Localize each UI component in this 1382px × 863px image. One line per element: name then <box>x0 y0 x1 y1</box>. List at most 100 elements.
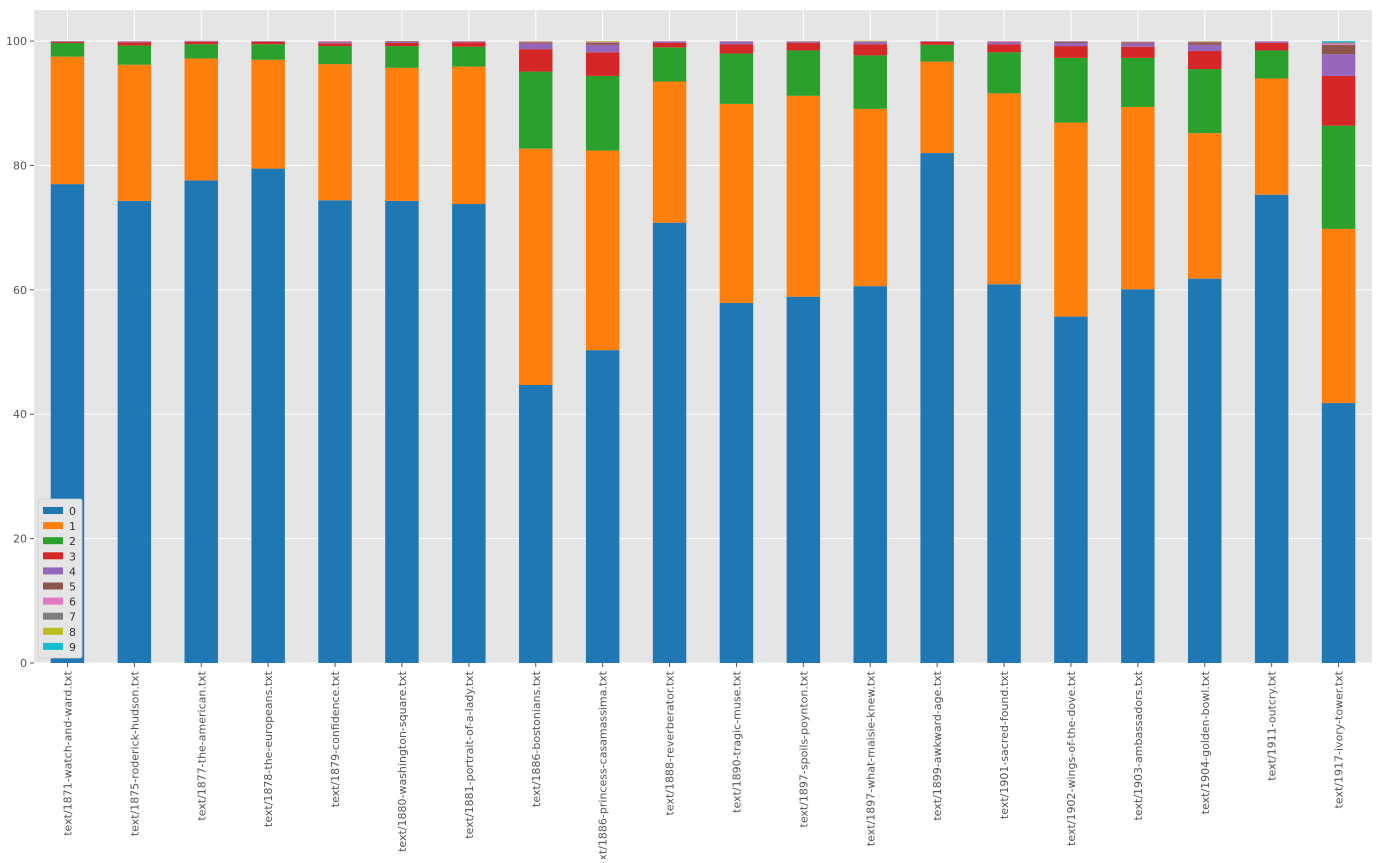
bar-segment-series-6 <box>1121 42 1154 43</box>
bar-segment-series-5 <box>1322 45 1355 54</box>
bar-segment-series-2 <box>1121 58 1154 107</box>
bar-segment-series-3 <box>519 49 552 71</box>
bar-segment-series-0 <box>920 153 953 663</box>
bar-segment-series-3 <box>318 44 351 46</box>
y-tick-label: 80 <box>13 159 27 172</box>
bar-segment-series-5 <box>787 42 820 43</box>
bar-segment-series-0 <box>452 204 485 663</box>
x-tick-label: text/1904-golden-bowl.txt <box>1199 670 1212 814</box>
bar-segment-series-1 <box>720 104 753 303</box>
bar-segment-series-1 <box>1322 229 1355 403</box>
bar-segment-series-4 <box>1054 43 1087 46</box>
bar-segment-series-6 <box>519 42 552 43</box>
bar-segment-series-4 <box>519 44 552 50</box>
bar-segment-series-3 <box>385 43 418 46</box>
bar-segment-series-1 <box>787 96 820 297</box>
legend-label: 8 <box>69 626 76 639</box>
bar-segment-series-0 <box>1054 317 1087 663</box>
bar-segment-series-6 <box>318 41 351 42</box>
bar-segment-series-1 <box>251 60 284 169</box>
bar-segment-series-2 <box>586 76 619 151</box>
bar-segment-series-2 <box>987 52 1020 93</box>
legend-swatch-series-0 <box>43 507 63 514</box>
legend-label: 4 <box>69 565 76 578</box>
bar-segment-series-2 <box>318 46 351 64</box>
bar-segment-series-2 <box>720 54 753 104</box>
legend-swatch-series-9 <box>43 643 63 650</box>
bar-segment-series-5 <box>1188 42 1221 44</box>
bar-segment-series-1 <box>318 64 351 200</box>
bar-segment-series-2 <box>452 47 485 67</box>
y-tick-label: 60 <box>13 284 27 297</box>
x-tick-label: text/1911-outcry.txt <box>1266 670 1279 780</box>
bar-segment-series-4 <box>452 42 485 43</box>
bar-segment-series-6 <box>1188 42 1221 43</box>
bar-segment-series-2 <box>185 44 218 58</box>
legend-label: 0 <box>69 505 76 518</box>
y-tick-label: 40 <box>13 408 27 421</box>
bar-segment-series-1 <box>854 109 887 286</box>
legend-swatch-series-6 <box>43 598 63 605</box>
y-tick-label: 20 <box>13 533 27 546</box>
bar-segment-series-0 <box>987 284 1020 663</box>
bar-segment-series-0 <box>1322 403 1355 663</box>
bar-segment-series-2 <box>385 46 418 68</box>
bar-segment-series-1 <box>1054 123 1087 317</box>
bar-segment-series-6 <box>1322 44 1355 45</box>
bar-segment-series-0 <box>1121 289 1154 663</box>
x-tick-label: text/1871-watch-and-ward.txt <box>61 670 74 835</box>
bar-segment-series-3 <box>720 44 753 53</box>
bar-segment-series-4 <box>385 42 418 43</box>
bar-segment-series-3 <box>251 42 284 44</box>
bar-segment-series-7 <box>1322 42 1355 43</box>
bar-segment-series-5 <box>385 41 418 42</box>
x-tick-label: text/1881-portrait-of-a-lady.txt <box>463 670 476 838</box>
bar-segment-series-3 <box>1188 51 1221 69</box>
bar-segment-series-1 <box>185 59 218 181</box>
legend-label: 7 <box>69 611 76 624</box>
bar-segment-series-4 <box>653 42 686 43</box>
y-tick-label: 0 <box>20 657 27 670</box>
bar-segment-series-1 <box>452 67 485 204</box>
bar-segment-series-2 <box>653 47 686 81</box>
bar-segment-series-2 <box>519 72 552 149</box>
bar-segment-series-0 <box>251 169 284 663</box>
bar-segment-series-0 <box>1188 279 1221 663</box>
bar-segment-series-1 <box>920 62 953 153</box>
x-tick-label: text/1917-ivory-tower.txt <box>1333 670 1346 808</box>
bar-segment-series-1 <box>1188 133 1221 279</box>
bar-segment-series-3 <box>452 42 485 46</box>
bar-segment-series-0 <box>519 385 552 663</box>
x-tick-label: text/1879-confidence.txt <box>329 670 342 807</box>
x-tick-label: text/1878-the-europeans.txt <box>262 670 275 827</box>
bar-segment-series-7 <box>586 42 619 43</box>
bar-segment-series-3 <box>854 44 887 55</box>
x-tick-label: text/1875-roderick-hudson.txt <box>128 670 141 836</box>
bar-segment-series-4 <box>854 42 887 44</box>
bar-segment-series-4 <box>787 42 820 43</box>
bar-segment-series-3 <box>987 44 1020 52</box>
legend-swatch-series-5 <box>43 583 63 590</box>
bar-segment-series-1 <box>51 57 84 184</box>
bar-segment-series-2 <box>854 55 887 108</box>
bar-segment-series-2 <box>920 45 953 62</box>
x-tick-label: text/1897-spoils-poynton.txt <box>797 670 810 827</box>
bar-segment-series-2 <box>1188 69 1221 133</box>
bar-segment-series-2 <box>1054 58 1087 123</box>
x-tick-label: text/1897-what-maisie-knew.txt <box>864 670 877 846</box>
bar-segment-series-0 <box>653 223 686 663</box>
bar-segment-series-2 <box>1322 126 1355 229</box>
bar-segment-series-0 <box>1255 195 1288 663</box>
x-tick-label: text/1880-washington-square.txt <box>396 670 409 852</box>
bar-segment-series-5 <box>987 42 1020 43</box>
bar-segment-series-2 <box>251 44 284 60</box>
bar-segment-series-4 <box>720 42 753 44</box>
x-tick-label: text/1890-tragic-muse.txt <box>730 670 743 813</box>
bar-segment-series-1 <box>519 149 552 385</box>
bar-segment-series-1 <box>118 65 151 201</box>
bar-segment-series-2 <box>51 43 84 57</box>
bar-segment-series-0 <box>720 303 753 663</box>
